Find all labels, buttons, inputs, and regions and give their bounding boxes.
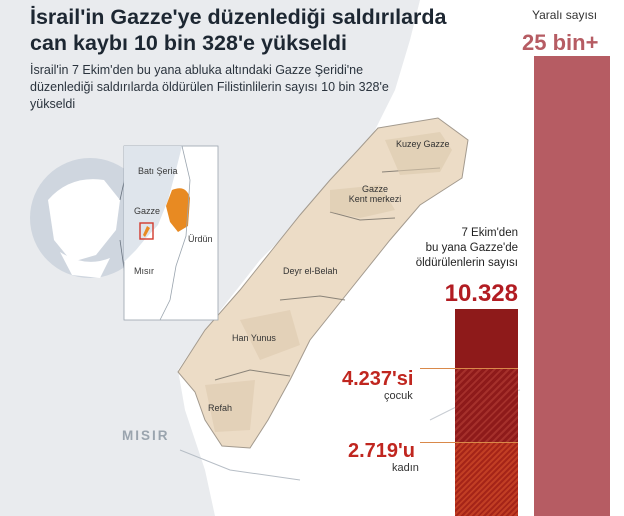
inset-label-misir: Mısır — [134, 266, 154, 276]
children-label: çocuk — [384, 390, 413, 402]
inset-sea — [124, 146, 182, 262]
women-divider — [420, 442, 518, 443]
women-label: kadın — [392, 462, 419, 474]
page-title: İsrail'in Gazze'ye düzenlediği saldırıla… — [30, 5, 447, 55]
injured-label: Yaralı sayısı — [532, 8, 598, 22]
district-border — [214, 369, 291, 381]
children-segment — [455, 368, 518, 442]
city-label-gazze: Gazze — [361, 184, 388, 194]
globe-land — [48, 179, 120, 262]
city-label-han-yunus: Han Yunus — [232, 333, 276, 343]
killed-label-line: bu yana Gazze'de — [425, 242, 518, 254]
inset-label-gazze: Gazze — [134, 206, 161, 216]
district-border — [329, 211, 396, 221]
injured-bar — [534, 56, 610, 516]
women-value: 2.719'u — [348, 440, 416, 462]
killed-label-line: 7 Ekim'den — [461, 227, 518, 239]
urban-area — [240, 310, 300, 360]
urban-area — [385, 132, 452, 175]
inset-gaza — [143, 226, 150, 237]
urban-area — [205, 380, 255, 432]
globe-land — [60, 252, 110, 278]
inset-west-bank — [166, 188, 190, 232]
inset-label-urdun: Ürdün — [188, 234, 213, 244]
sea-label-misir: MISIR — [122, 428, 170, 443]
children-value: 4.237'si — [342, 368, 414, 390]
urban-area — [330, 185, 395, 218]
children-divider — [420, 368, 518, 369]
inset-label-bati-seria: Batı Şeria — [138, 166, 178, 176]
city-label-kuzey-gazze: Kuzey Gazze — [396, 139, 450, 149]
killed-bar — [455, 309, 518, 516]
inset-gaza-box — [139, 222, 154, 240]
page-subtitle: İsrail'in 7 Ekim'den bu yana abluka altı… — [30, 63, 389, 111]
district-border — [279, 295, 346, 301]
city-label-gazze-kent: Gazze Kent merkezi — [345, 184, 405, 204]
killed-label: 7 Ekim'den bu yana Gazze'de öldürülenler… — [380, 226, 518, 271]
killed-label-line: öldürülenlerin sayısı — [415, 257, 518, 269]
killed-value: 10.328 — [444, 280, 518, 307]
women-segment — [455, 442, 518, 516]
city-label-deyr-el-belah: Deyr el-Belah — [283, 266, 338, 276]
city-label-kent-merkezi: Kent merkezi — [348, 194, 402, 204]
gaza-strip — [177, 117, 469, 449]
inset-israel-outline — [159, 145, 191, 321]
border-line — [179, 449, 301, 481]
city-label-refah: Refah — [208, 403, 233, 413]
injured-value: 25 bin+ — [522, 30, 599, 55]
